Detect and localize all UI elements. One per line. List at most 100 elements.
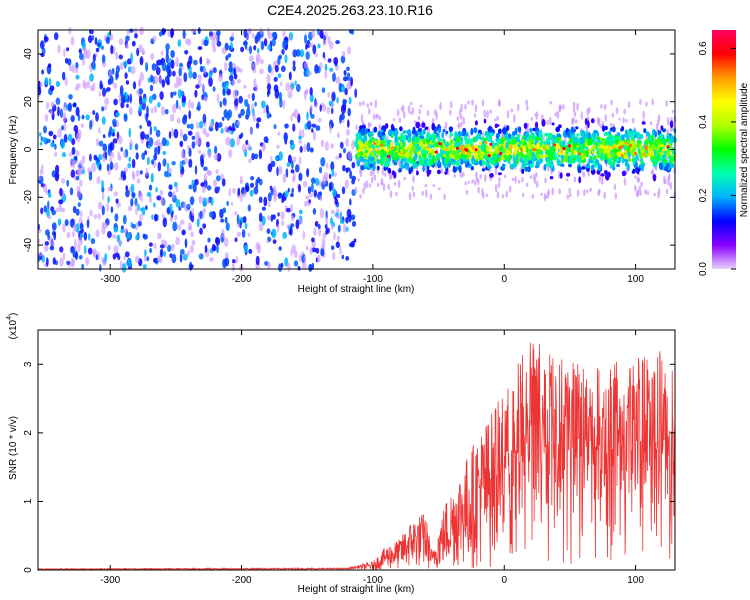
heat-cell <box>378 115 382 121</box>
heat-peak <box>559 147 563 151</box>
heat-cell <box>627 144 630 153</box>
heat-cell <box>197 27 201 35</box>
heat-cell <box>508 133 511 139</box>
heat-cell <box>328 173 332 179</box>
colorbar-tick-label: 0.2 <box>698 188 709 202</box>
heat-cell <box>342 165 346 172</box>
heat-cell <box>643 128 647 134</box>
heat-cell <box>98 91 102 97</box>
heat-cell <box>665 188 669 195</box>
heat-cell <box>314 98 317 107</box>
heat-cell <box>234 97 239 108</box>
heat-cell <box>68 26 72 35</box>
heat-cell <box>544 177 547 184</box>
heat-cell <box>47 200 50 210</box>
heat-cell <box>409 111 413 115</box>
heat-cell <box>273 185 277 193</box>
heat-cell <box>224 61 228 72</box>
heat-cell <box>670 156 674 165</box>
heat-peak <box>379 143 383 147</box>
heat-cell <box>564 154 569 163</box>
heat-cell <box>222 207 227 214</box>
heat-cell <box>123 167 128 173</box>
heat-cell <box>224 216 228 224</box>
heat-cell <box>527 166 531 173</box>
heat-cell <box>155 129 161 138</box>
heat-cell <box>230 138 235 148</box>
heat-cell <box>158 31 163 37</box>
heat-cell <box>85 114 90 121</box>
heat-cell <box>400 132 404 140</box>
heat-cell <box>141 152 145 160</box>
heat-cell <box>195 131 200 138</box>
heat-cell <box>441 132 445 139</box>
heat-cell <box>365 179 369 189</box>
heat-peak <box>628 143 633 148</box>
heat-cell <box>415 121 421 129</box>
heat-cell <box>531 148 537 152</box>
heat-cell <box>529 175 533 179</box>
heat-cell <box>86 219 90 229</box>
heat-cell <box>42 137 47 143</box>
heat-cell <box>372 163 376 172</box>
heat-cell <box>665 162 670 168</box>
heat-cell <box>549 176 554 180</box>
heat-cell <box>126 30 131 35</box>
heat-cell <box>346 82 351 91</box>
heat-cell <box>568 138 573 144</box>
heat-cell <box>141 101 146 111</box>
heat-cell <box>206 197 210 205</box>
heat-cell <box>654 131 658 138</box>
heat-cell <box>274 64 279 73</box>
heat-cell <box>101 257 106 263</box>
heat-cell <box>531 194 535 199</box>
heat-cell <box>509 163 515 170</box>
heat-cell <box>270 191 274 196</box>
heat-cell <box>421 122 426 128</box>
heat-cell <box>217 122 223 128</box>
heat-cell <box>227 53 232 58</box>
heat-cell <box>38 251 43 257</box>
heat-cell <box>525 182 529 187</box>
heat-cell <box>666 116 670 126</box>
heat-cell <box>448 126 454 131</box>
heat-cell <box>234 211 238 216</box>
heat-cell <box>224 126 228 133</box>
heat-cell <box>270 160 276 168</box>
heat-cell <box>81 263 85 270</box>
heat-cell <box>378 123 382 132</box>
snr-x-ticks: -300 -200 -100 0 100 <box>100 330 644 586</box>
heat-cell <box>91 61 96 69</box>
heat-cell <box>154 213 157 222</box>
heat-cell <box>549 116 552 125</box>
heat-cell <box>586 133 590 139</box>
heat-cell <box>322 51 326 59</box>
heat-cell <box>145 205 148 211</box>
heat-cell <box>443 193 446 201</box>
heat-cell <box>101 116 106 125</box>
heat-cell <box>173 91 177 96</box>
heat-cell <box>586 189 589 194</box>
heat-cell <box>473 113 477 118</box>
heat-cell <box>531 152 536 160</box>
heat-cell <box>570 148 576 155</box>
heat-cell <box>161 62 167 72</box>
colorbar-tick-label: 0.4 <box>698 115 709 129</box>
heat-cell <box>231 262 235 272</box>
heat-cell <box>284 190 289 198</box>
heat-cell <box>321 237 326 248</box>
heat-cell <box>570 126 575 134</box>
heat-cell <box>360 113 364 123</box>
heat-cell <box>516 134 520 139</box>
heat-cell <box>436 169 441 175</box>
heat-cell <box>604 158 608 164</box>
heat-cell <box>53 231 56 241</box>
heat-cell <box>214 145 218 154</box>
heat-cell <box>79 232 84 239</box>
heat-cell <box>660 125 664 131</box>
heat-cell <box>83 82 88 90</box>
heat-cell <box>404 162 410 168</box>
heat-cell <box>616 151 622 158</box>
x-tick-label: -200 <box>232 274 252 285</box>
heat-cell <box>160 106 165 116</box>
